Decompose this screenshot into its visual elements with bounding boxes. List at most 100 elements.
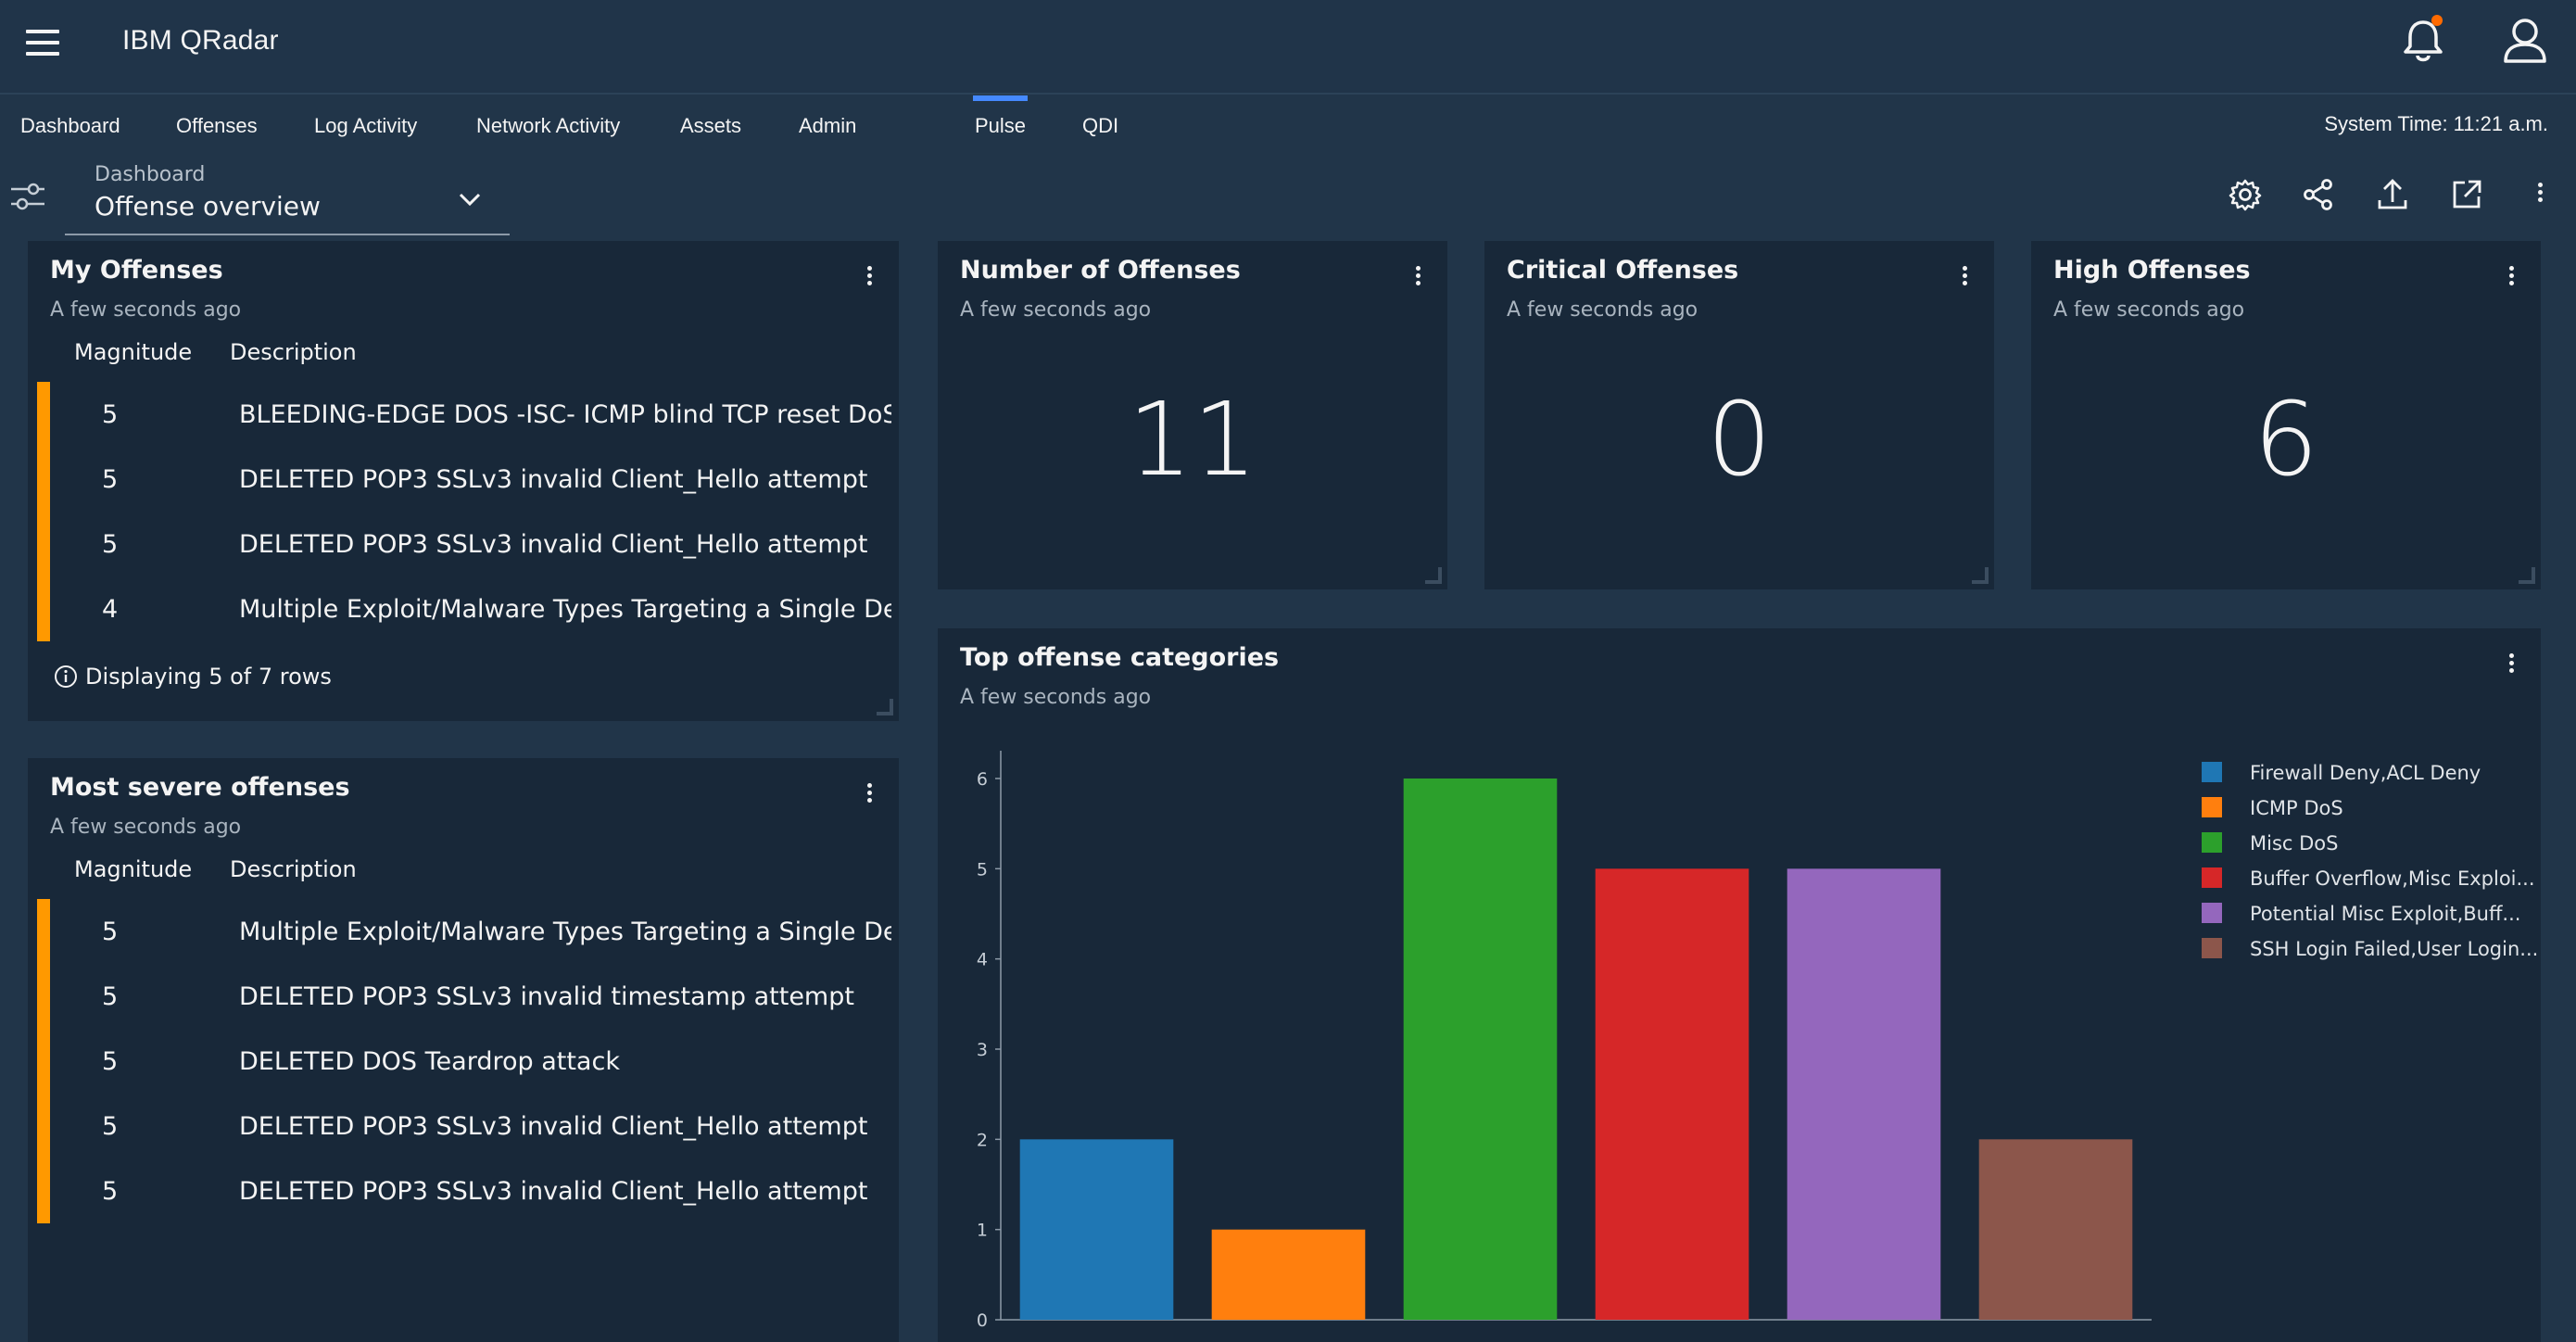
high-offenses-card: High Offenses A few seconds ago 6: [2031, 241, 2541, 589]
table-row[interactable]: 5 DELETED POP3 SSLv3 invalid Client_Hell…: [37, 1158, 891, 1223]
card-overflow-menu-icon[interactable]: [2500, 263, 2522, 293]
most-severe-offenses-card: Most severe offenses A few seconds ago M…: [28, 758, 899, 1342]
offense-rows: 5 Multiple Exploit/Malware Types Targeti…: [37, 899, 891, 1223]
column-header-description[interactable]: Description: [230, 856, 357, 882]
high-count-value: 6: [2254, 380, 2318, 499]
column-header-description[interactable]: Description: [230, 339, 357, 365]
bell-icon[interactable]: [2400, 15, 2446, 67]
resize-handle[interactable]: [1425, 567, 1442, 584]
chart-bar[interactable]: [1595, 868, 1749, 1320]
bar-chart: 0 1 2 3 4 5 6 Firewall Deny,ACL Deny ICMP DoS Mis…: [977, 751, 2538, 1331]
resize-handle[interactable]: [877, 699, 893, 715]
severity-bar: [37, 512, 50, 576]
card-timestamp: A few seconds ago: [50, 816, 242, 839]
card-overflow-menu-icon[interactable]: [1953, 263, 1976, 293]
y-tick-label: 1: [977, 1221, 988, 1241]
card-overflow-menu-icon[interactable]: [1407, 263, 1429, 293]
chart-bar[interactable]: [1403, 779, 1558, 1320]
card-overflow-menu-icon[interactable]: [858, 263, 880, 293]
card-overflow-menu-icon[interactable]: [858, 780, 880, 810]
app-title: IBM QRadar: [122, 25, 279, 56]
notification-dot: [2431, 15, 2443, 26]
offense-description: Multiple Exploit/Malware Types Targeting…: [239, 595, 891, 624]
card-overflow-menu-icon[interactable]: [2500, 651, 2522, 680]
nav-qdi[interactable]: QDI: [1082, 114, 1119, 137]
settings-icon[interactable]: [2227, 176, 2264, 213]
magnitude-value: 5: [102, 530, 119, 559]
my-offenses-card: My Offenses A few seconds ago Magnitude …: [28, 241, 899, 721]
legend-label: Potential Misc Exploit,Buff...: [2250, 903, 2520, 925]
offense-count-value: 11: [1128, 380, 1257, 499]
chart-bar[interactable]: [1787, 868, 1941, 1320]
nav-offenses[interactable]: Offenses: [176, 114, 258, 137]
card-timestamp: A few seconds ago: [960, 298, 1152, 322]
y-tick-label: 3: [977, 1040, 988, 1060]
legend-label: Misc DoS: [2250, 832, 2338, 855]
offense-description: DELETED POP3 SSLv3 invalid Client_Hello …: [239, 530, 868, 559]
column-header-magnitude[interactable]: Magnitude: [74, 856, 193, 882]
number-of-offenses-card: Number of Offenses A few seconds ago 11: [938, 241, 1447, 589]
filter-settings-icon[interactable]: [9, 178, 46, 215]
offense-description: DELETED POP3 SSLv3 invalid Client_Hello …: [239, 1177, 868, 1206]
card-timestamp: A few seconds ago: [50, 298, 242, 322]
y-tick-label: 5: [977, 859, 988, 880]
critical-count-value: 0: [1707, 380, 1772, 499]
card-timestamp: A few seconds ago: [960, 686, 1152, 709]
magnitude-value: 5: [102, 1112, 119, 1141]
legend-label: Buffer Overflow,Misc Exploi...: [2250, 867, 2535, 890]
dashboard-dropdown[interactable]: Dashboard Offense overview: [65, 159, 510, 235]
nav-dashboard[interactable]: Dashboard: [20, 114, 120, 137]
severity-bar: [37, 576, 50, 641]
card-timestamp: A few seconds ago: [1507, 298, 1698, 322]
rows-count-text: Displaying 5 of 7 rows: [85, 664, 332, 690]
table-row[interactable]: 4 Multiple Exploit/Malware Types Targeti…: [37, 576, 891, 641]
card-title: Number of Offenses: [960, 256, 1241, 285]
nav-admin[interactable]: Admin: [799, 114, 857, 137]
legend-label: Firewall Deny,ACL Deny: [2250, 762, 2481, 784]
chart-bar[interactable]: [1978, 1139, 2133, 1320]
chevron-down-icon: [459, 193, 481, 207]
overflow-menu-icon[interactable]: [2526, 176, 2554, 213]
chart-bar[interactable]: [1211, 1229, 1366, 1320]
upload-icon[interactable]: [2374, 176, 2411, 213]
card-title: Top offense categories: [960, 643, 1280, 672]
dashboard-dropdown-label: Dashboard: [95, 163, 206, 186]
nav-log-activity[interactable]: Log Activity: [314, 114, 418, 137]
nav-pulse[interactable]: Pulse: [972, 95, 1029, 156]
dashboard-dropdown-value: Offense overview: [95, 191, 321, 222]
table-row[interactable]: 5 Multiple Exploit/Malware Types Targeti…: [37, 899, 891, 964]
table-row[interactable]: 5 DELETED POP3 SSLv3 invalid timestamp a…: [37, 964, 891, 1029]
column-header-magnitude[interactable]: Magnitude: [74, 339, 193, 365]
share-icon[interactable]: [2300, 176, 2337, 213]
y-tick-label: 4: [977, 950, 988, 970]
y-tick-label: 0: [977, 1310, 988, 1331]
user-avatar-icon[interactable]: [2502, 17, 2548, 65]
table-row[interactable]: 5 DELETED POP3 SSLv3 invalid Client_Hell…: [37, 447, 891, 512]
resize-handle[interactable]: [1972, 567, 1989, 584]
y-tick-label: 2: [977, 1130, 988, 1150]
offense-description: DELETED POP3 SSLv3 invalid Client_Hello …: [239, 1112, 868, 1141]
severity-bar: [37, 1158, 50, 1223]
legend-swatch: [2202, 797, 2222, 817]
offense-description: BLEEDING-EDGE DOS -ISC- ICMP blind TCP r…: [239, 400, 891, 429]
severity-bar: [37, 964, 50, 1029]
offense-description: DELETED DOS Teardrop attack: [239, 1047, 620, 1076]
table-row[interactable]: 5 DELETED POP3 SSLv3 invalid Client_Hell…: [37, 512, 891, 576]
nav-assets[interactable]: Assets: [680, 114, 742, 137]
legend-swatch: [2202, 938, 2222, 958]
card-title: High Offenses: [2053, 256, 2251, 285]
legend-label: ICMP DoS: [2250, 797, 2343, 819]
offense-rows: 5 BLEEDING-EDGE DOS -ISC- ICMP blind TCP…: [37, 382, 891, 641]
table-row[interactable]: 5 BLEEDING-EDGE DOS -ISC- ICMP blind TCP…: [37, 382, 891, 447]
resize-handle[interactable]: [2519, 567, 2535, 584]
launch-icon[interactable]: [2448, 176, 2485, 213]
chart-bar[interactable]: [1019, 1139, 1174, 1320]
card-title: Most severe offenses: [50, 773, 350, 802]
system-time: System Time: 11:21 a.m.: [2324, 112, 2548, 135]
severity-bar: [37, 382, 50, 447]
card-title: Critical Offenses: [1507, 256, 1739, 285]
nav-network-activity[interactable]: Network Activity: [476, 114, 621, 137]
table-row[interactable]: 5 DELETED POP3 SSLv3 invalid Client_Hell…: [37, 1094, 891, 1158]
table-row[interactable]: 5 DELETED DOS Teardrop attack: [37, 1029, 891, 1094]
hamburger-menu-icon[interactable]: [26, 30, 59, 56]
